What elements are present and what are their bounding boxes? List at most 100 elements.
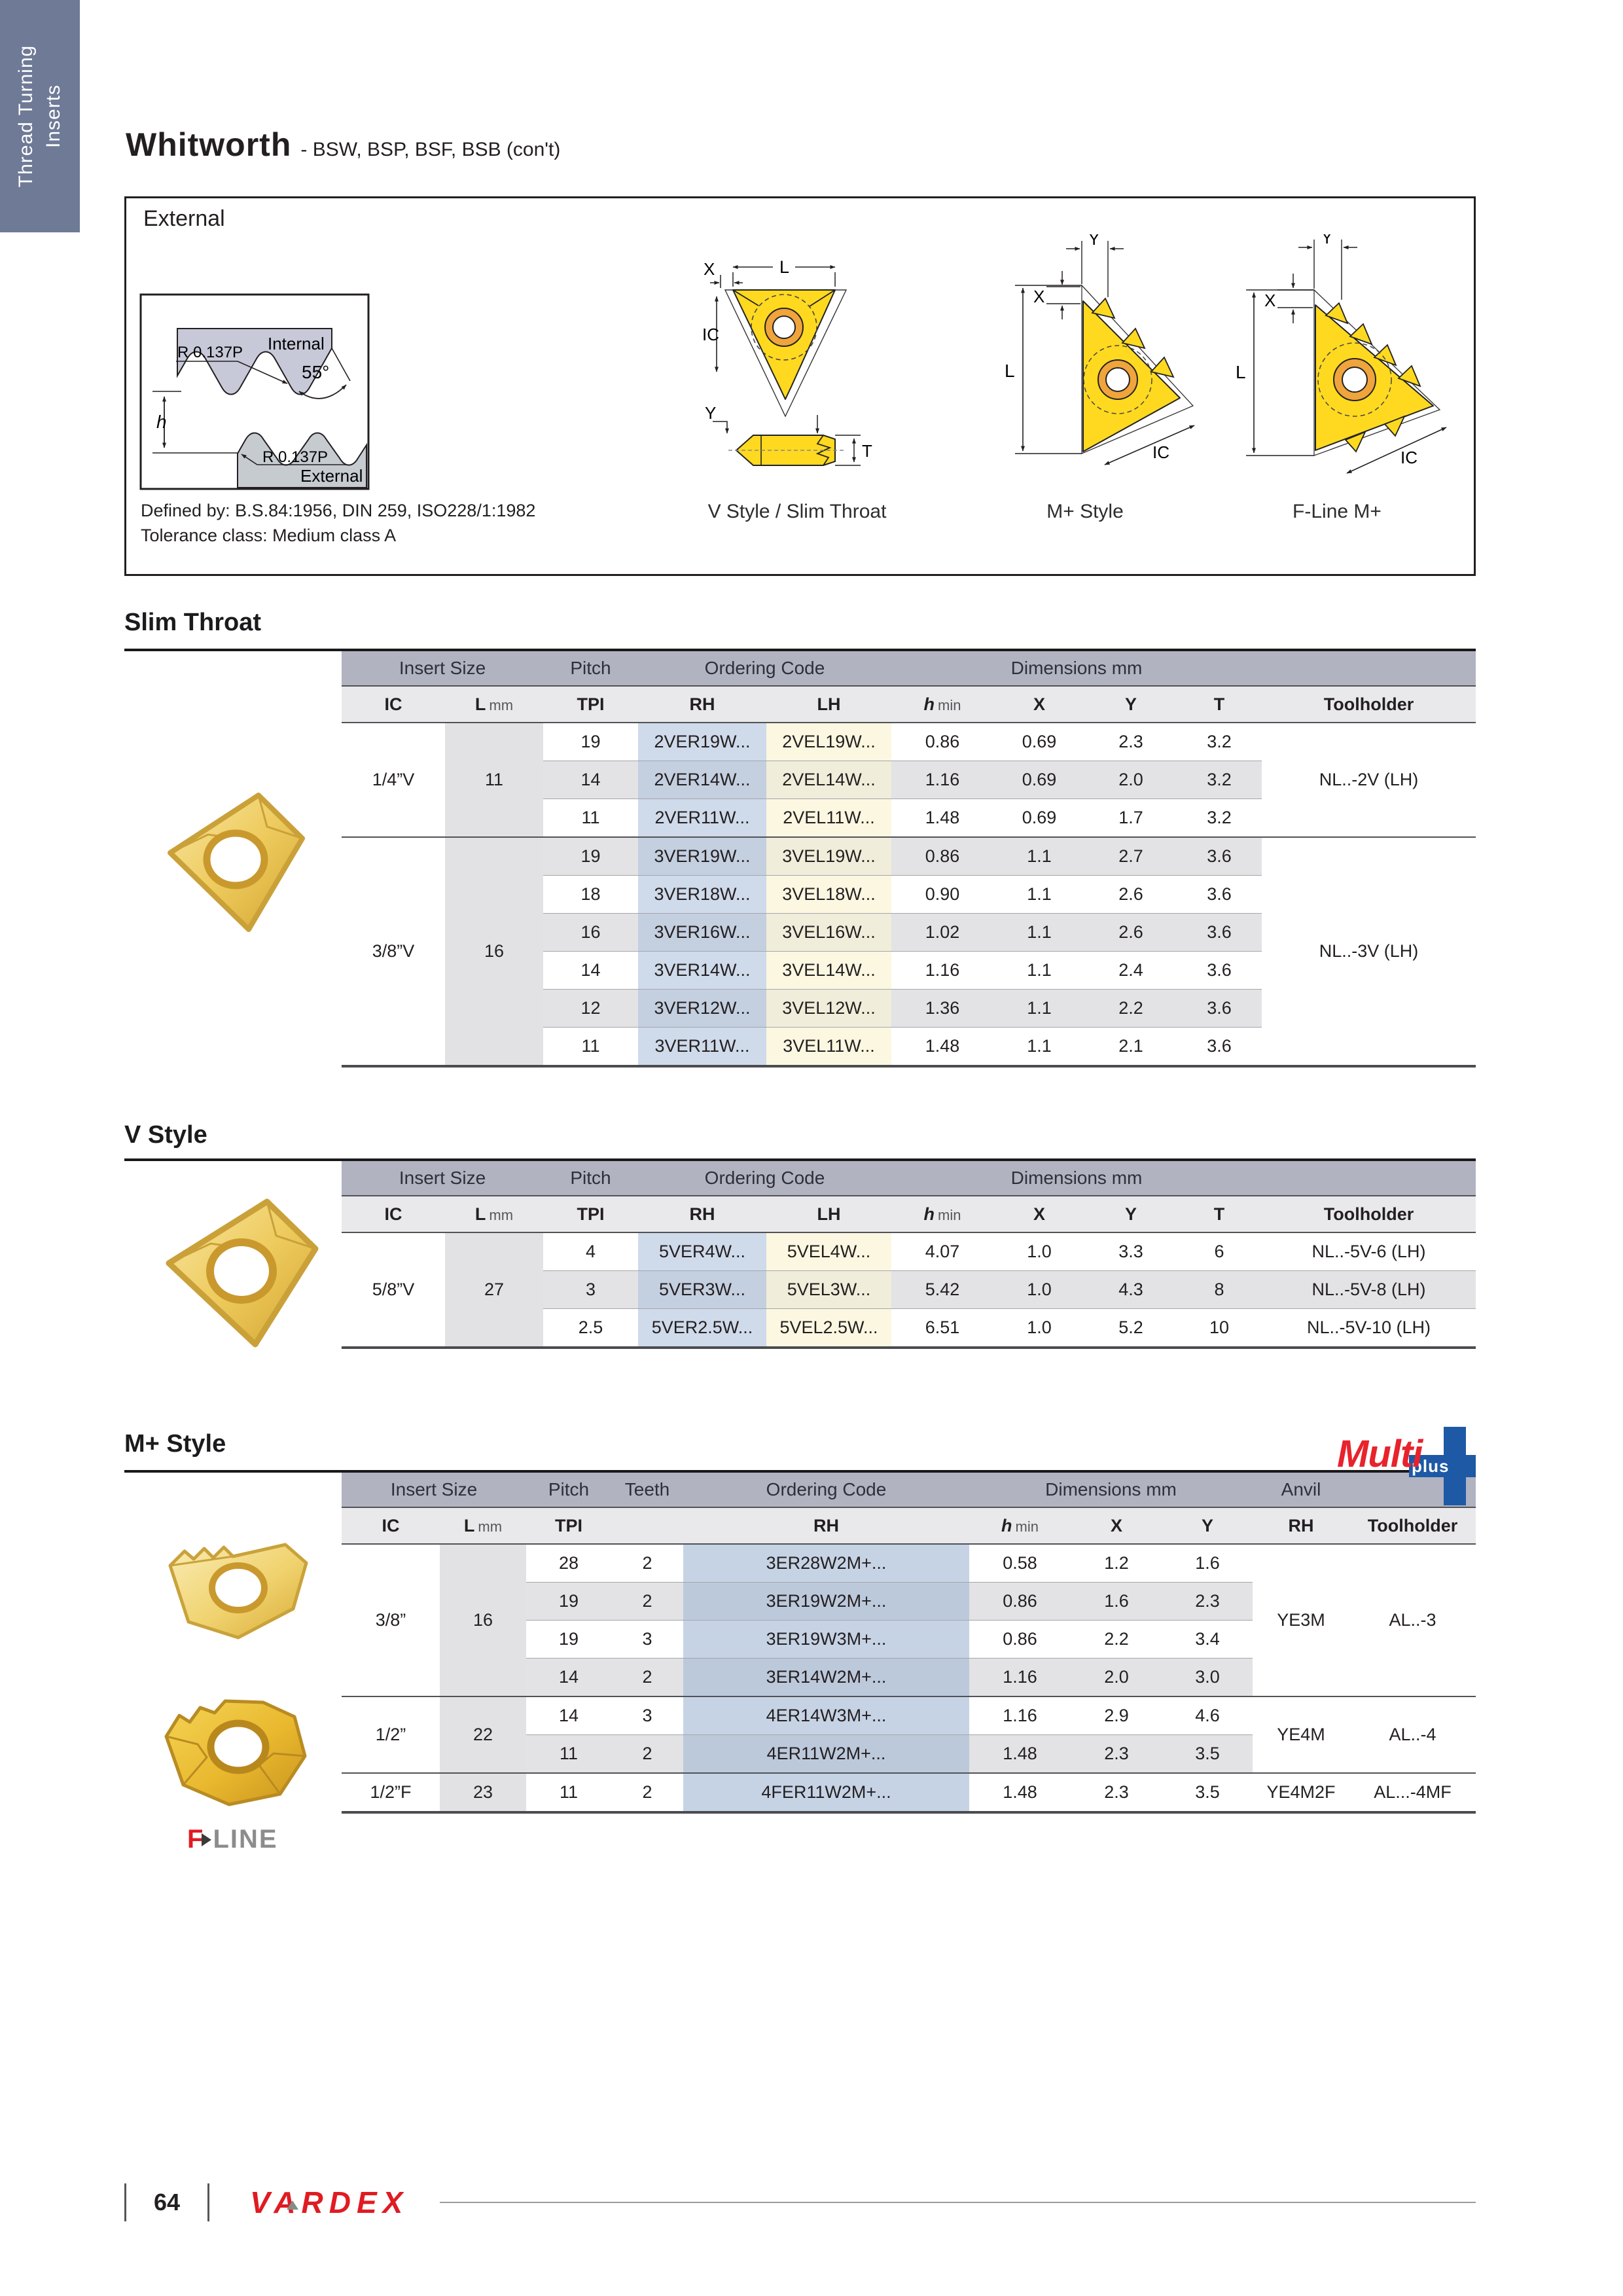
cell-rh: 5VER4W... <box>638 1232 766 1271</box>
cell-ic: 3/8” <box>342 1543 440 1696</box>
cell-y: 3.4 <box>1162 1620 1253 1659</box>
group-header <box>1262 651 1476 686</box>
cell-teeth: 3 <box>611 1696 683 1735</box>
cell-toolholder: NL..-5V-8 (LH) <box>1262 1270 1476 1309</box>
cell-hmin: 1.16 <box>891 951 993 990</box>
cell-tpi: 11 <box>526 1772 611 1812</box>
profile-radius-top-label: R 0.137P <box>177 344 243 361</box>
cell-hmin: 1.02 <box>891 913 993 952</box>
cell-t: 3.6 <box>1177 951 1262 990</box>
section-rule <box>124 1158 1476 1161</box>
cell-ic: 1/2” <box>342 1696 440 1773</box>
cell-tpi: 11 <box>526 1734 611 1773</box>
cell-tpi: 19 <box>526 1582 611 1621</box>
table-row: 11 2 4ER11W2M+... 1.48 2.3 3.5 <box>342 1734 1476 1773</box>
dim-ic-label: IC <box>702 325 719 344</box>
profile-angle-label: 55° <box>302 362 329 382</box>
table-row: 3/8”V 16 19 3VER19W... 3VEL19W... 0.86 1.1 2.7 3… <box>342 836 1476 1066</box>
table-row: 14 2 3ER14W2M+... 1.16 2.0 3.0 <box>342 1658 1476 1696</box>
m-style-heading: M+ Style <box>124 1430 226 1458</box>
cell-hmin: 1.36 <box>891 989 993 1028</box>
title-subtitle: - BSW, BSP, BSF, BSB (con't) <box>300 139 561 160</box>
column-header: Toolholder <box>1262 685 1476 723</box>
cell-rh: 4FER11W2M+... <box>683 1772 969 1812</box>
table-row: 3 5VER3W... 5VEL3W... 5.42 1.0 4.3 8 NL..-5V-8 … <box>342 1270 1476 1309</box>
cell-y: 4.3 <box>1085 1270 1177 1309</box>
cell-l: 16 <box>445 836 543 1066</box>
cell-tpi: 11 <box>543 798 638 837</box>
table-row: 16 3VER16W... 3VEL16W... 1.02 1.1 2.6 3.6 <box>342 913 1476 952</box>
cell-tpi: 18 <box>543 875 638 914</box>
column-header: X <box>993 1195 1085 1232</box>
cell-t: 3.6 <box>1177 1027 1262 1066</box>
cell-toolholder: AL..-3 <box>1349 1543 1476 1696</box>
cell-rh: 3VER19W... <box>638 836 766 876</box>
cell-hmin: 1.48 <box>969 1734 1071 1773</box>
cell-tpi: 14 <box>526 1658 611 1696</box>
plus-icon: plus <box>1409 1427 1476 1505</box>
caption-m-plus: M+ Style <box>1046 501 1124 522</box>
cell-toolholder: NL..-3V (LH) <box>1262 836 1476 1066</box>
column-header: h min <box>891 685 993 723</box>
dim-l-label: L <box>1005 361 1015 381</box>
slim-throat-heading: Slim Throat <box>124 609 262 636</box>
cell-t: 3.6 <box>1177 989 1262 1028</box>
group-header: Dimensions mm <box>969 1473 1253 1507</box>
cell-l: 27 <box>445 1232 543 1348</box>
cell-t: 6 <box>1177 1232 1262 1271</box>
f-line-logo-line: LINE <box>213 1825 278 1854</box>
cell-y: 1.7 <box>1085 798 1177 837</box>
cell-t: 3.2 <box>1177 761 1262 799</box>
page-number: 64 <box>154 2189 181 2215</box>
column-header: Toolholder <box>1349 1507 1476 1544</box>
cell-y: 2.3 <box>1162 1582 1253 1621</box>
cell-y: 3.5 <box>1162 1734 1253 1773</box>
cell-l: 23 <box>440 1772 526 1812</box>
cell-x: 1.1 <box>993 913 1085 952</box>
cell-x: 0.69 <box>993 722 1085 761</box>
group-header: Pitch <box>543 1161 638 1196</box>
thread-turning-inserts-tab: Thread Turning Inserts <box>0 0 80 232</box>
cell-x: 1.1 <box>993 836 1085 876</box>
standards-notes: Defined by: B.S.84:1956, DIN 259, ISO228… <box>141 498 535 548</box>
dim-x-label: X <box>1264 291 1275 310</box>
cell-lh: 2VEL19W... <box>766 722 891 761</box>
cell-hmin: 4.07 <box>891 1232 993 1271</box>
table-row: 11 2VER11W... 2VEL11W... 1.48 0.69 1.7 3.2 <box>342 798 1476 837</box>
cell-y: 2.2 <box>1085 989 1177 1028</box>
cell-hmin: 1.16 <box>969 1658 1071 1696</box>
cell-rh: 3ER14W2M+... <box>683 1658 969 1696</box>
page-footer: 64 VARDEX <box>124 2183 1476 2221</box>
cell-toolholder: NL..-5V-10 (LH) <box>1262 1308 1476 1348</box>
profile-height-label: h <box>156 412 167 432</box>
tab-line-2: Inserts <box>43 84 64 149</box>
tab-line-1: Thread Turning <box>15 45 37 188</box>
cell-tpi: 19 <box>526 1620 611 1659</box>
cell-teeth: 3 <box>611 1620 683 1659</box>
f-line-arrow-icon <box>202 1833 212 1846</box>
cell-y: 1.6 <box>1162 1543 1253 1583</box>
dim-x-label: X <box>1033 287 1044 306</box>
cell-rh: 4ER11W2M+... <box>683 1734 969 1773</box>
cell-ic: 5/8”V <box>342 1232 445 1348</box>
cell-rh: 5VER2.5W... <box>638 1308 766 1348</box>
cell-hmin: 6.51 <box>891 1308 993 1348</box>
cell-rh: 3ER19W3M+... <box>683 1620 969 1659</box>
cell-t: 3.6 <box>1177 875 1262 914</box>
column-header: TPI <box>543 1195 638 1232</box>
caption-f-line: F-Line M+ <box>1293 501 1382 522</box>
footer-divider <box>207 2183 210 2221</box>
cell-t: 8 <box>1177 1270 1262 1309</box>
multiplus-multi-text: Multi <box>1337 1433 1423 1475</box>
cell-y: 5.2 <box>1085 1308 1177 1348</box>
cell-t: 10 <box>1177 1308 1262 1348</box>
cell-l: 22 <box>440 1696 526 1773</box>
cell-t: 3.6 <box>1177 913 1262 952</box>
cell-x: 1.1 <box>993 875 1085 914</box>
cell-hmin: 5.42 <box>891 1270 993 1309</box>
cell-teeth: 2 <box>611 1543 683 1583</box>
column-header: RH <box>683 1507 969 1544</box>
cell-x: 1.1 <box>993 951 1085 990</box>
f-line-insert-photo <box>164 1699 307 1806</box>
